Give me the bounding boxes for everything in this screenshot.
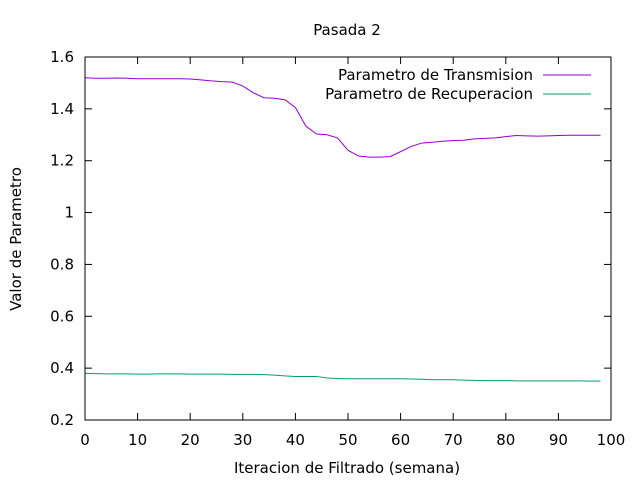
y-tick-label: 0.8 (50, 255, 74, 273)
x-tick-label: 0 (80, 431, 90, 449)
series-line-transmision (84, 77, 601, 158)
y-tick-label: 1 (64, 204, 74, 222)
x-tick-label: 50 (338, 431, 357, 449)
x-tick-label: 90 (549, 431, 568, 449)
y-tick-label: 0.6 (50, 307, 74, 325)
legend: Parametro de Transmision Parametro de Re… (325, 66, 591, 103)
legend-label-recuperacion: Parametro de Recuperacion (325, 85, 533, 103)
legend-label-transmision: Parametro de Transmision (338, 66, 533, 84)
x-tick-label: 30 (233, 431, 252, 449)
y-tick-label: 0.2 (50, 411, 74, 429)
x-tick-label: 80 (496, 431, 515, 449)
x-axis-label: Iteracion de Filtrado (semana) (234, 459, 460, 477)
x-tick-label: 20 (181, 431, 200, 449)
x-tick-label: 60 (391, 431, 410, 449)
x-tick-label: 100 (597, 431, 626, 449)
x-tick-label: 70 (444, 431, 463, 449)
y-tick-label: 1.4 (50, 100, 74, 118)
chart-title: Pasada 2 (313, 21, 381, 39)
x-tick-label: 40 (286, 431, 305, 449)
y-tick-label: 1.6 (50, 48, 74, 66)
y-tick-label: 1.2 (50, 152, 74, 170)
x-tick-label: 10 (128, 431, 147, 449)
y-axis-label: Valor de Parametro (7, 167, 25, 311)
series-line-recuperacion (84, 372, 601, 382)
plot-frame (84, 56, 612, 421)
y-tick-label: 0.4 (50, 359, 74, 377)
plot-series (84, 77, 601, 382)
axis-ticks: 0 10 20 30 40 50 60 70 80 90 100 0.2 0.4 0.6 0.8 1 1.2 1.… (50, 48, 625, 449)
